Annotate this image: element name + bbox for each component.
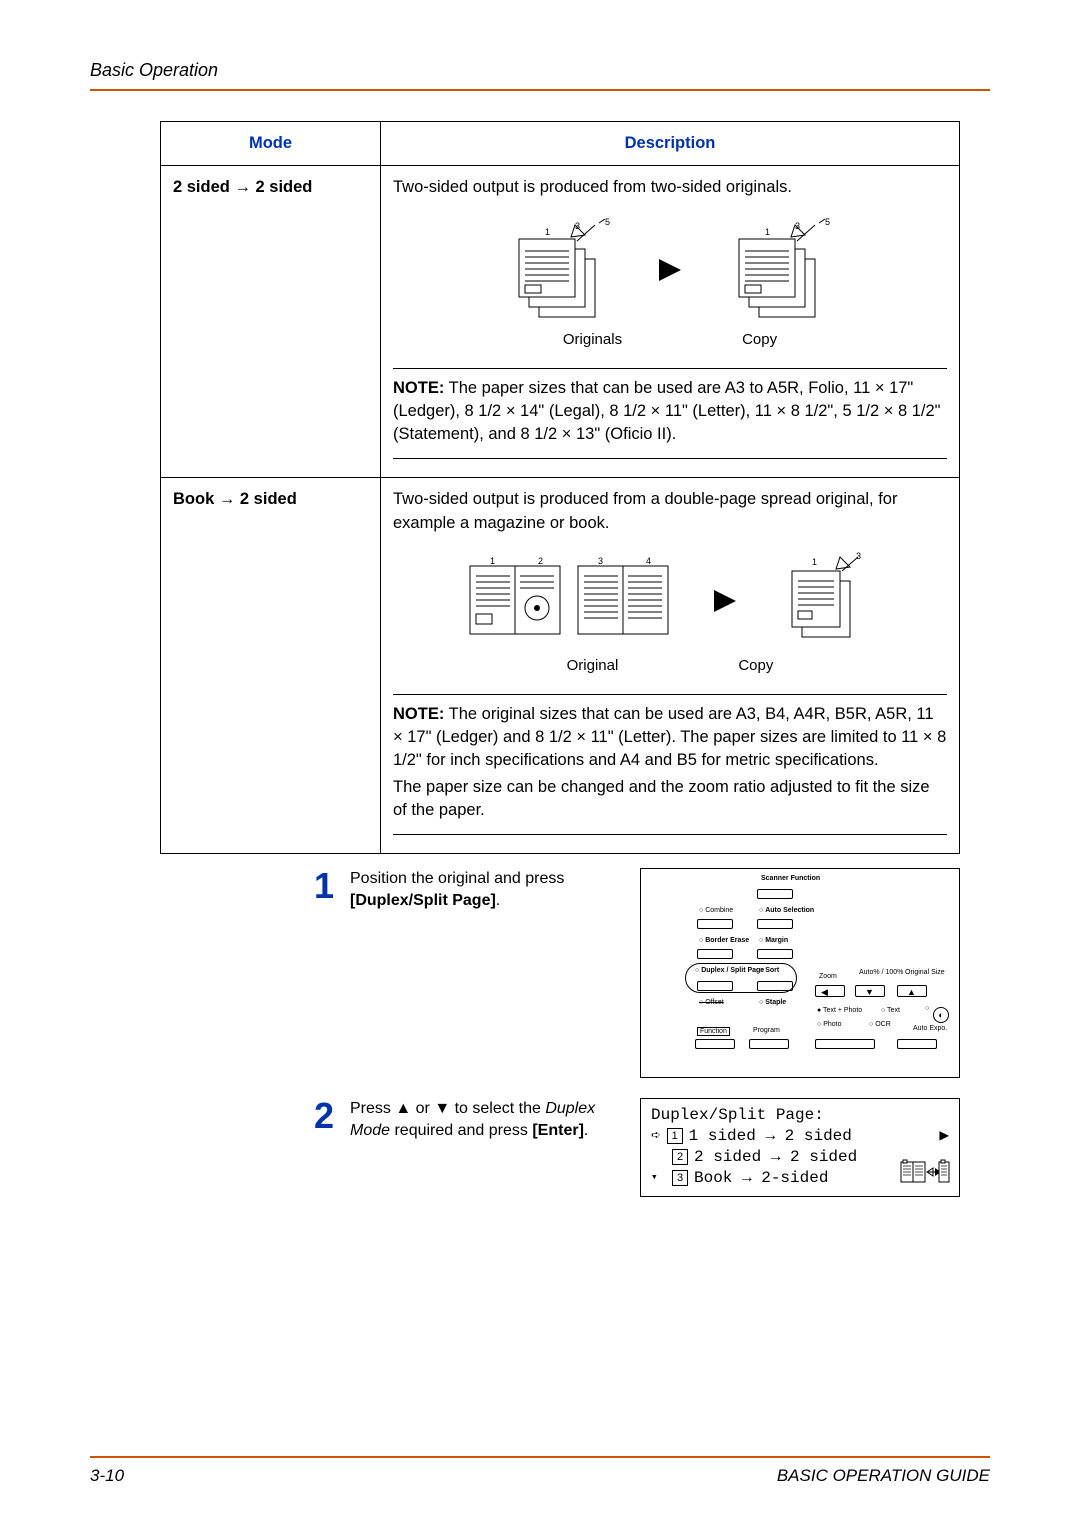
right-triangle-icon: ▶ <box>939 1126 949 1147</box>
header-rule <box>90 89 990 91</box>
step-text: or <box>411 1100 434 1117</box>
arrow-icon <box>655 255 685 285</box>
step-text: . <box>496 892 500 909</box>
svg-text:1: 1 <box>765 227 770 237</box>
mode-label: Book → 2 sided <box>161 478 381 854</box>
page-footer: 3-10 BASIC OPERATION GUIDE <box>90 1456 990 1486</box>
diagram-book: 1 2 3 4 <box>393 551 947 651</box>
footer-title: BASIC OPERATION GUIDE <box>777 1466 990 1486</box>
step-text: to select the <box>450 1100 545 1117</box>
diag-caption-left: Original <box>567 655 619 676</box>
svg-text:1: 1 <box>545 227 550 237</box>
modes-table: Mode Description 2 sided → 2 sided Two-s… <box>160 121 960 854</box>
diag-caption-right: Copy <box>742 329 777 350</box>
step-number: 2 <box>300 1098 334 1197</box>
note: NOTE: The original sizes that can be use… <box>393 703 947 772</box>
page-number: 3-10 <box>90 1466 124 1486</box>
lcd-title: Duplex/Split Page: <box>651 1105 949 1126</box>
page-header: Basic Operation <box>90 60 990 81</box>
step-1: 1 Position the original and press [Duple… <box>160 868 960 1078</box>
lcd-line: 1 sided → 2 sided <box>689 1126 934 1147</box>
step-text: Position the original and press <box>350 870 564 887</box>
mode-label: 2 sided → 2 sided <box>161 166 381 478</box>
svg-text:1: 1 <box>490 556 495 566</box>
table-row: Book → 2 sided Two-sided output is produ… <box>161 478 960 854</box>
svg-text:2: 2 <box>538 556 543 566</box>
down-triangle-icon: ▼ <box>434 1100 450 1117</box>
table-row: 2 sided → 2 sided Two-sided output is pr… <box>161 166 960 478</box>
step-key: [Enter] <box>532 1122 584 1139</box>
diagram-2sided: 1 3 5 <box>393 215 947 325</box>
option-number-icon: 3 <box>672 1170 688 1186</box>
diag-caption-left: Originals <box>563 329 622 350</box>
lcd-display: Duplex/Split Page: ➪ 1 1 sided → 2 sided… <box>640 1098 960 1197</box>
svg-text:3: 3 <box>598 556 603 566</box>
svg-text:5: 5 <box>825 217 830 227</box>
option-number-icon: 2 <box>672 1149 688 1165</box>
th-mode: Mode <box>161 122 381 166</box>
step-text: . <box>584 1122 588 1139</box>
desc-intro: Two-sided output is produced from a doub… <box>393 488 947 534</box>
step-text: required and press <box>390 1122 532 1139</box>
arrow-icon <box>710 586 740 616</box>
down-scroll-icon: ▾ <box>651 1171 666 1185</box>
note2: The paper size can be changed and the zo… <box>393 776 947 822</box>
control-panel-illustration: Scanner Function ○ Combine ○ Auto Select… <box>640 868 960 1078</box>
svg-text:4: 4 <box>646 556 651 566</box>
note: NOTE: The paper sizes that can be used a… <box>393 377 947 446</box>
svg-text:3: 3 <box>795 221 800 231</box>
th-desc: Description <box>381 122 960 166</box>
step-text: Press <box>350 1100 395 1117</box>
svg-text:3: 3 <box>856 551 861 561</box>
up-triangle-icon: ▲ <box>395 1100 411 1117</box>
lcd-line: 2 sided → 2 sided <box>694 1147 857 1168</box>
option-number-icon: 1 <box>667 1128 683 1144</box>
diag-caption-right: Copy <box>738 655 773 676</box>
duplex-mini-icon <box>899 1158 951 1188</box>
desc-intro: Two-sided output is produced from two-si… <box>393 176 947 199</box>
step-number: 1 <box>300 868 334 1078</box>
step-key: [Duplex/Split Page] <box>350 892 496 909</box>
svg-text:1: 1 <box>812 557 817 567</box>
cursor-icon: ➪ <box>651 1126 661 1147</box>
svg-text:3: 3 <box>575 221 580 231</box>
svg-text:5: 5 <box>605 217 610 227</box>
step-2: 2 Press ▲ or ▼ to select the Duplex Mode… <box>160 1098 960 1197</box>
lcd-line: Book → 2-sided <box>694 1168 828 1189</box>
